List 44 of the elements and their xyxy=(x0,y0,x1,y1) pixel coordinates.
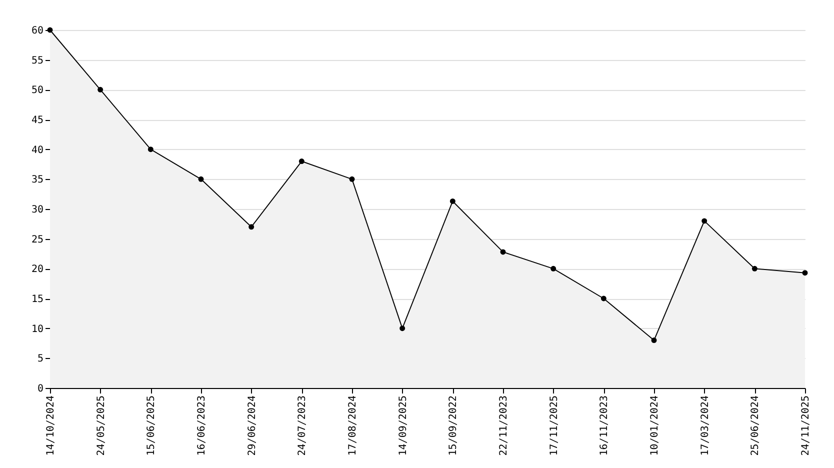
x-tick-label: 15/06/2025 xyxy=(146,396,158,456)
x-tick-label: 15/09/2022 xyxy=(448,396,460,456)
x-tick-label: 16/11/2023 xyxy=(599,396,610,456)
y-tick-label: 0 xyxy=(37,384,44,394)
y-tick-label: 25 xyxy=(31,234,44,246)
x-tick-label: 22/11/2023 xyxy=(498,396,510,456)
x-tick-label: 24/05/2025 xyxy=(96,396,107,456)
x-tick-label: 25/06/2024 xyxy=(750,396,762,456)
point xyxy=(349,176,355,182)
point xyxy=(651,338,657,343)
x-tick-label: 16/06/2023 xyxy=(196,396,208,456)
x-tick-label: 14/10/2024 xyxy=(46,396,56,456)
point xyxy=(600,296,606,302)
point xyxy=(400,326,406,332)
point xyxy=(148,146,154,152)
point xyxy=(98,86,104,92)
y-tick-label: 35 xyxy=(31,174,44,186)
point xyxy=(298,158,304,164)
point xyxy=(702,218,708,224)
point xyxy=(248,224,254,230)
x-tick-label: 17/03/2024 xyxy=(700,396,711,456)
x-tick-label: 24/07/2023 xyxy=(297,396,308,456)
x-tick-label: 14/09/2025 xyxy=(398,396,409,456)
y-tick-label: 20 xyxy=(31,264,44,276)
point xyxy=(500,249,506,255)
y-tick-label: 40 xyxy=(31,144,44,156)
point xyxy=(752,266,758,272)
point xyxy=(450,198,456,204)
x-tick-label: 17/11/2025 xyxy=(548,396,560,456)
point xyxy=(802,270,808,276)
x-tick-label: 24/11/2025 xyxy=(800,396,812,456)
y-tick-label: 50 xyxy=(31,85,44,96)
x-tick-label: 29/06/2024 xyxy=(246,396,258,456)
point xyxy=(198,176,204,182)
point xyxy=(550,266,556,272)
y-tick-label: 60 xyxy=(31,26,44,36)
x-tick-label: 10/01/2024 xyxy=(650,396,660,456)
y-tick-label: 15 xyxy=(31,294,44,305)
y-tick-label: 30 xyxy=(31,204,44,216)
y-tick-label: 10 xyxy=(31,324,44,335)
x-tick-label: 17/08/2024 xyxy=(348,396,358,456)
y-tick-label: 55 xyxy=(31,55,44,66)
y-tick-label: 5 xyxy=(37,354,44,365)
y-tick-label: 45 xyxy=(31,115,44,126)
